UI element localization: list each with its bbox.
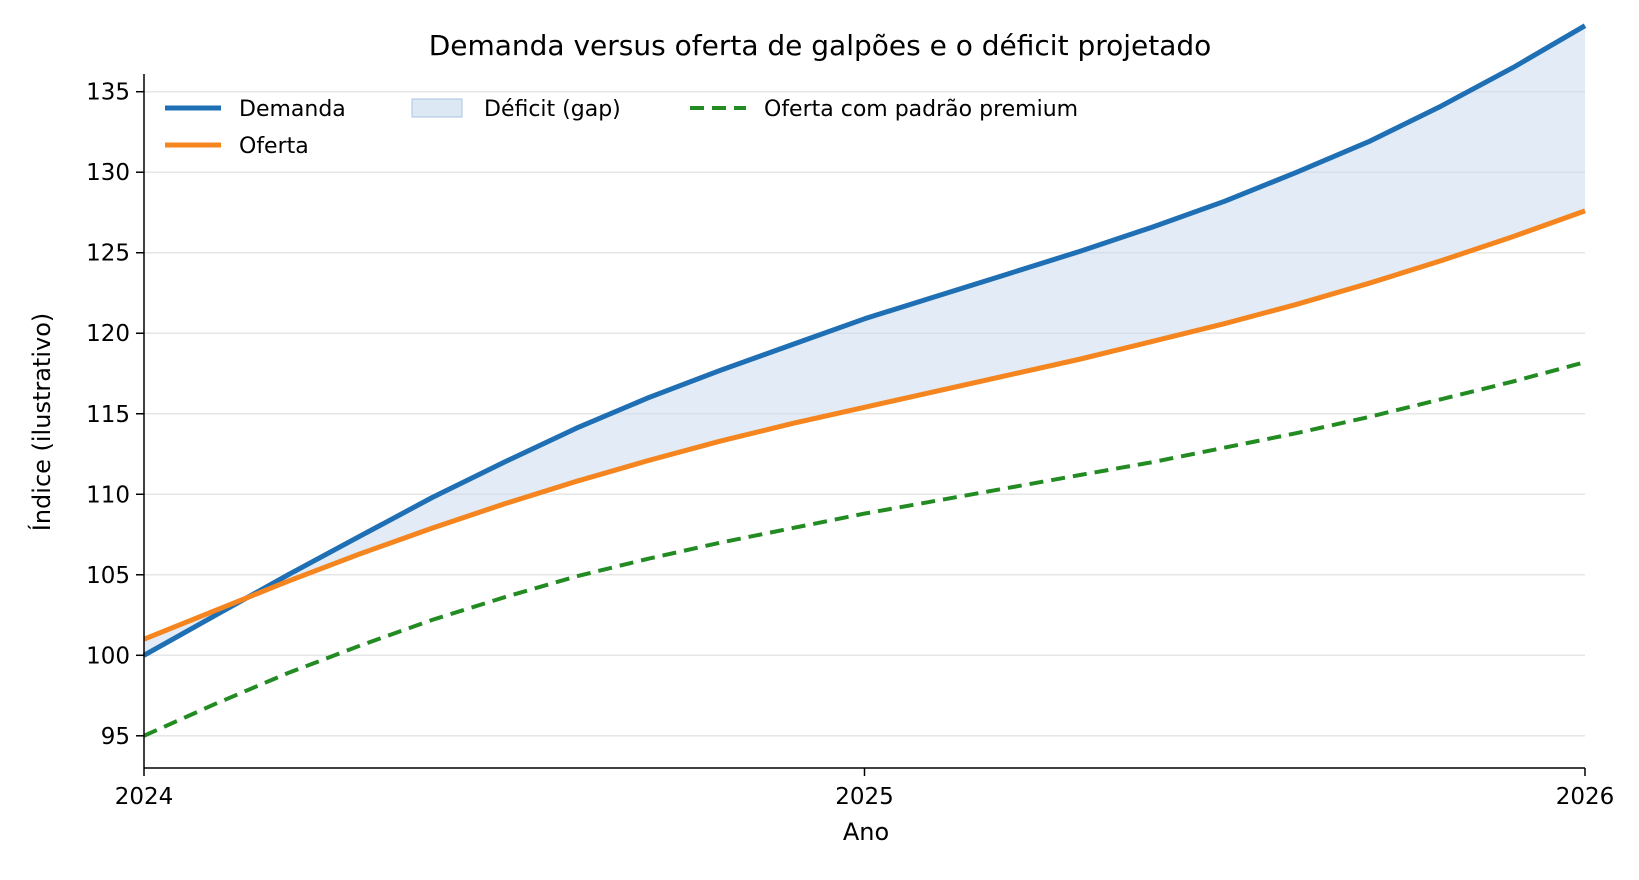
chart-title: Demanda versus oferta de galpões e o déf… [429, 29, 1212, 62]
y-tick-label: 135 [86, 80, 130, 106]
series-line-demanda [142, 23, 1587, 658]
y-axis-label: Índice (ilustrativo) [27, 313, 56, 532]
y-tick-label: 100 [86, 643, 130, 669]
x-axis-label: Ano [843, 818, 889, 846]
x-tick-label: 2025 [835, 784, 894, 810]
legend-label: Déficit (gap) [484, 97, 621, 122]
legend: Demanda Oferta Déficit (gap) Oferta com pad… [165, 97, 1078, 159]
series-line-oferta [143, 208, 1586, 642]
x-tick-label: 2024 [115, 784, 174, 810]
deficit-area-layer [144, 25, 1585, 656]
legend-label: Demanda [239, 97, 346, 122]
legend-swatch-deficit [411, 98, 463, 118]
legend-label: Oferta [239, 134, 309, 159]
y-ticks: 95 100 105 110 115 120 125 130 135 [86, 80, 144, 750]
y-tick-label: 120 [86, 321, 130, 347]
series-line-oferta-com-padrao-premium [143, 360, 1586, 738]
deficit-area [144, 25, 1585, 656]
y-tick-label: 105 [86, 563, 130, 589]
y-tick-label: 95 [101, 724, 130, 750]
y-tick-label: 130 [86, 160, 130, 186]
series-layer [142, 23, 1587, 738]
y-tick-label: 115 [86, 402, 130, 428]
x-tick-label: 2026 [1556, 784, 1615, 810]
legend-label: Oferta com padrão premium [764, 97, 1078, 122]
y-tick-label: 110 [86, 482, 130, 508]
x-ticks: 2024 2025 2026 [115, 768, 1615, 810]
y-tick-label: 125 [86, 241, 130, 267]
